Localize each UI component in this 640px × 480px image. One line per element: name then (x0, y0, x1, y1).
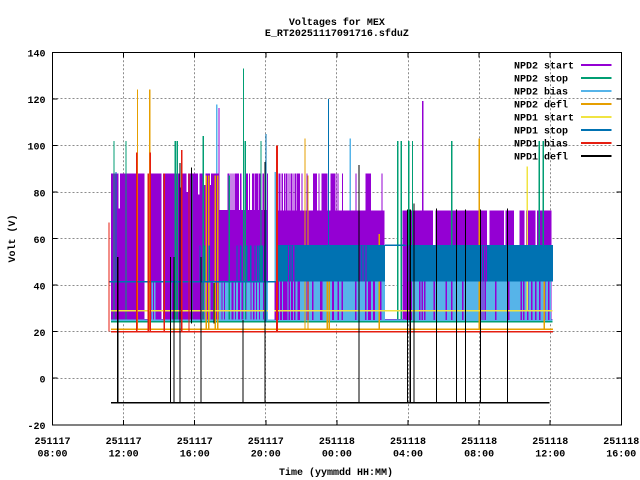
svg-text:251118: 251118 (319, 437, 355, 448)
svg-text:60: 60 (33, 236, 45, 247)
svg-text:251118: 251118 (390, 437, 426, 448)
svg-text:NPD2 start: NPD2 start (514, 62, 574, 73)
svg-text:04:00: 04:00 (393, 449, 423, 460)
svg-text:20:00: 20:00 (251, 449, 281, 460)
svg-text:16:00: 16:00 (606, 449, 636, 460)
svg-text:-20: -20 (27, 422, 45, 433)
svg-text:NPD1 bias: NPD1 bias (514, 139, 568, 151)
svg-text:NPD1 stop: NPD1 stop (514, 127, 568, 138)
svg-text:00:00: 00:00 (322, 449, 352, 460)
svg-text:16:00: 16:00 (180, 449, 210, 460)
svg-text:251118: 251118 (532, 437, 568, 448)
svg-text:E_RT20251117091716.sfduZ: E_RT20251117091716.sfduZ (265, 28, 409, 40)
svg-text:80: 80 (33, 189, 45, 200)
svg-text:251117: 251117 (177, 437, 213, 448)
svg-text:100: 100 (27, 143, 45, 154)
svg-text:Voltages for MEX: Voltages for MEX (289, 17, 385, 29)
svg-text:12:00: 12:00 (535, 449, 565, 460)
svg-text:251117: 251117 (34, 437, 70, 448)
svg-text:NPD1 defl: NPD1 defl (514, 152, 568, 164)
svg-text:NPD2 bias: NPD2 bias (514, 87, 568, 99)
svg-text:NPD2 stop: NPD2 stop (514, 75, 568, 86)
svg-text:20: 20 (33, 329, 45, 340)
svg-text:140: 140 (27, 50, 45, 61)
svg-text:08:00: 08:00 (37, 449, 67, 460)
svg-text:251118: 251118 (461, 437, 497, 448)
svg-text:NPD2 defl: NPD2 defl (514, 100, 568, 112)
svg-text:251117: 251117 (248, 437, 284, 448)
svg-text:12:00: 12:00 (109, 449, 139, 460)
svg-text:Volt (V): Volt (V) (7, 214, 19, 262)
svg-text:120: 120 (27, 96, 45, 107)
svg-text:Time (yymmdd HH:MM): Time (yymmdd HH:MM) (279, 467, 393, 479)
svg-text:08:00: 08:00 (464, 449, 494, 460)
svg-text:0: 0 (39, 376, 45, 387)
svg-text:NPD1 start: NPD1 start (514, 114, 574, 125)
svg-text:251118: 251118 (603, 437, 639, 448)
svg-text:40: 40 (33, 282, 45, 293)
svg-text:251117: 251117 (106, 437, 142, 448)
